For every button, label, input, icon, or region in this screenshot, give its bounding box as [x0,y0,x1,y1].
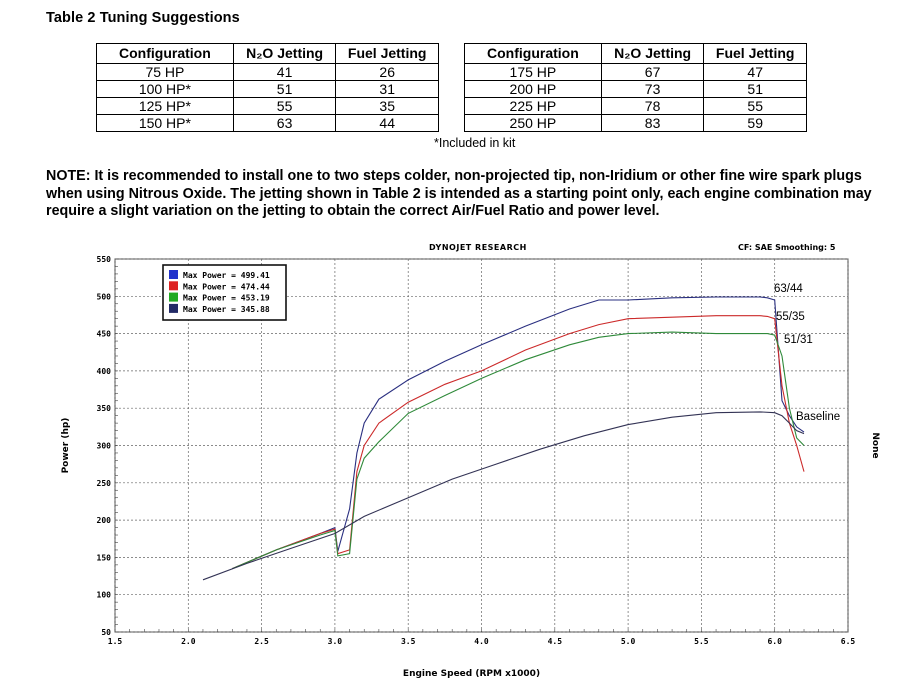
note-paragraph: NOTE: It is recommended to install one t… [46,168,872,219]
series-line [232,296,805,570]
y-tick-label: 50 [101,628,111,637]
y-tick-label: 500 [97,292,112,301]
legend-entry: Max Power = 345.88 [183,305,270,314]
x-tick-label: 4.0 [474,637,489,646]
tuning-table-left: Configuration N₂O Jetting Fuel Jetting 7… [96,43,439,132]
header-fuel-jetting: Fuel Jetting [335,43,439,64]
table-cell: 250 HP [464,114,602,132]
x-axis-label: Engine Speed (RPM x1000) [403,669,540,679]
x-tick-label: 1.5 [108,637,123,646]
x-tick-label: 2.5 [254,637,269,646]
series-line [232,331,805,570]
legend-swatch [169,292,178,302]
right-axis-label: None [870,432,880,458]
table-footnote: *Included in kit [434,136,516,150]
table-cell: 59 [703,114,807,132]
x-tick-label: 3.5 [401,637,416,646]
x-tick-label: 5.0 [621,637,636,646]
series-line [202,411,805,581]
curve-label: 51/31 [784,334,813,346]
x-tick-label: 4.5 [548,637,563,646]
x-tick-label: 6.5 [841,637,856,646]
y-tick-label: 200 [97,516,112,525]
table-cell: 63 [232,114,337,132]
table-cell: 150 HP* [96,114,234,132]
x-tick-label: 6.0 [767,637,782,646]
curve-label: Baseline [796,411,840,423]
y-tick-label: 300 [97,442,112,451]
legend-swatch [169,281,178,291]
x-tick-label: 5.5 [694,637,709,646]
x-tick-label: 3.0 [328,637,343,646]
table-cell: 51 [232,80,337,98]
legend-swatch [169,270,178,279]
series-line [232,315,805,570]
table-row: 125 HP* 55 35 [96,97,439,115]
table-cell: 51 [703,80,807,98]
y-tick-label: 100 [97,591,112,600]
y-tick-label: 400 [97,367,112,376]
curve-label: 55/35 [776,311,805,323]
y-tick-label: 350 [97,404,112,413]
legend-swatch [169,303,178,313]
table-cell: 26 [335,63,439,81]
table-cell: 67 [600,63,705,81]
table-row: 150 HP* 63 44 [96,114,439,132]
header-configuration: Configuration [96,43,234,64]
y-tick-label: 450 [97,330,112,339]
legend-entry: Max Power = 453.19 [183,294,270,303]
curve-label: 63/44 [774,283,803,295]
header-n2o-jetting: N₂O Jetting [232,43,337,64]
table-header-row: Configuration N₂O Jetting Fuel Jetting [464,43,807,64]
table-title: Table 2 Tuning Suggestions [46,10,240,26]
y-axis-label: Power (hp) [61,418,71,474]
table-cell: 73 [600,80,705,98]
chart-cf-label: CF: SAE Smoothing: 5 [738,243,836,252]
table-cell: 55 [703,97,807,115]
y-tick-label: 150 [97,553,112,562]
legend-box [162,264,287,321]
legend-entry: Max Power = 499.41 [183,271,270,280]
table-header-row: Configuration N₂O Jetting Fuel Jetting [96,43,439,64]
legend-entry: Max Power = 474.44 [183,282,270,291]
table-row: 250 HP 83 59 [464,114,807,132]
table-cell: 44 [335,114,439,132]
table-row: 175 HP 67 47 [464,63,807,81]
tuning-table-right: Configuration N₂O Jetting Fuel Jetting 1… [464,43,807,132]
x-tick-label: 2.0 [181,637,196,646]
y-tick-label: 550 [97,255,112,264]
y-tick-label: 250 [97,479,112,488]
chart-title: DYNOJET RESEARCH [429,243,527,252]
